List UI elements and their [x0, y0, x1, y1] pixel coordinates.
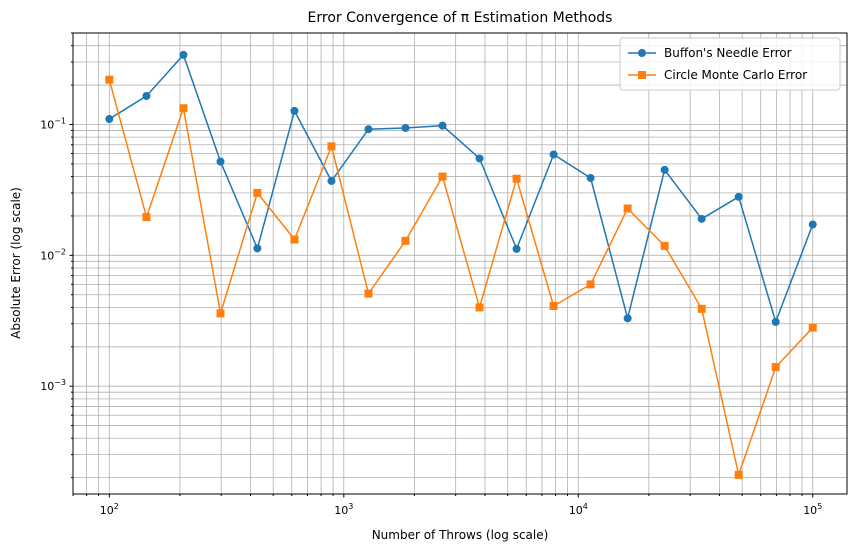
data-point-square: [179, 104, 188, 113]
data-point-square: [142, 213, 151, 222]
x-tick-label: 105: [803, 502, 822, 517]
plot-frame: [72, 32, 848, 495]
ticks: 102 103 104 105 10−3 10−2 10−1: [40, 32, 822, 517]
data-point-square: [512, 174, 521, 183]
data-point-circle: [401, 123, 410, 132]
data-point-square: [771, 363, 780, 372]
data-point-square: [475, 303, 484, 312]
data-point-circle: [475, 154, 484, 163]
data-point-circle: [623, 314, 632, 323]
data-point-square: [660, 241, 669, 250]
data-point-circle: [290, 106, 299, 115]
data-point-square: [586, 280, 595, 289]
data-point-circle: [734, 192, 743, 201]
data-point-circle: [105, 115, 114, 124]
x-axis-label: Number of Throws (log scale): [372, 528, 549, 542]
legend-label: Circle Monte Carlo Error: [664, 68, 807, 82]
data-point-circle: [549, 150, 558, 159]
series-line: [108, 79, 814, 476]
data-point-circle: [216, 157, 225, 166]
x-tick-label: 103: [334, 502, 353, 517]
legend-box: [619, 37, 841, 91]
data-point-circle: [364, 125, 373, 134]
data-point-square: [364, 289, 373, 298]
data-point-square: [697, 304, 706, 313]
data-point-square: [105, 75, 114, 84]
data-point-square: [290, 235, 299, 244]
data-point-circle: [586, 173, 595, 182]
data-point-square: [623, 204, 632, 213]
data-point-square: [216, 309, 225, 318]
data-point-square: [438, 172, 447, 181]
y-tick-label: 10−1: [40, 116, 66, 131]
data-point-circle: [512, 244, 521, 253]
series-layer: [105, 50, 817, 479]
y-tick-label: 10−2: [40, 247, 66, 262]
legend: Buffon's Needle Error Circle Monte Carlo …: [619, 37, 841, 91]
data-point-square: [808, 323, 817, 332]
data-point-circle: [697, 214, 706, 223]
data-point-circle: [327, 176, 336, 185]
x-tick-label: 102: [100, 502, 119, 517]
series-line: [108, 54, 814, 323]
y-tick-label: 10−3: [40, 378, 66, 393]
legend-marker-circle: [638, 49, 646, 57]
data-point-circle: [438, 121, 447, 130]
legend-marker-square: [638, 71, 646, 79]
data-point-circle: [179, 50, 188, 59]
data-point-square: [401, 236, 410, 245]
y-axis-label: Absolute Error (log scale): [9, 187, 23, 339]
chart-title: Error Convergence of π Estimation Method…: [308, 10, 613, 26]
data-point-square: [327, 142, 336, 151]
data-point-circle: [253, 244, 262, 253]
data-point-circle: [771, 317, 780, 326]
x-tick-label: 104: [569, 502, 588, 517]
data-point-circle: [660, 165, 669, 174]
data-point-circle: [808, 220, 817, 229]
data-point-square: [253, 188, 262, 197]
legend-label: Buffon's Needle Error: [664, 46, 792, 60]
data-point-circle: [142, 92, 151, 101]
data-point-square: [549, 301, 558, 310]
data-point-square: [734, 470, 743, 479]
